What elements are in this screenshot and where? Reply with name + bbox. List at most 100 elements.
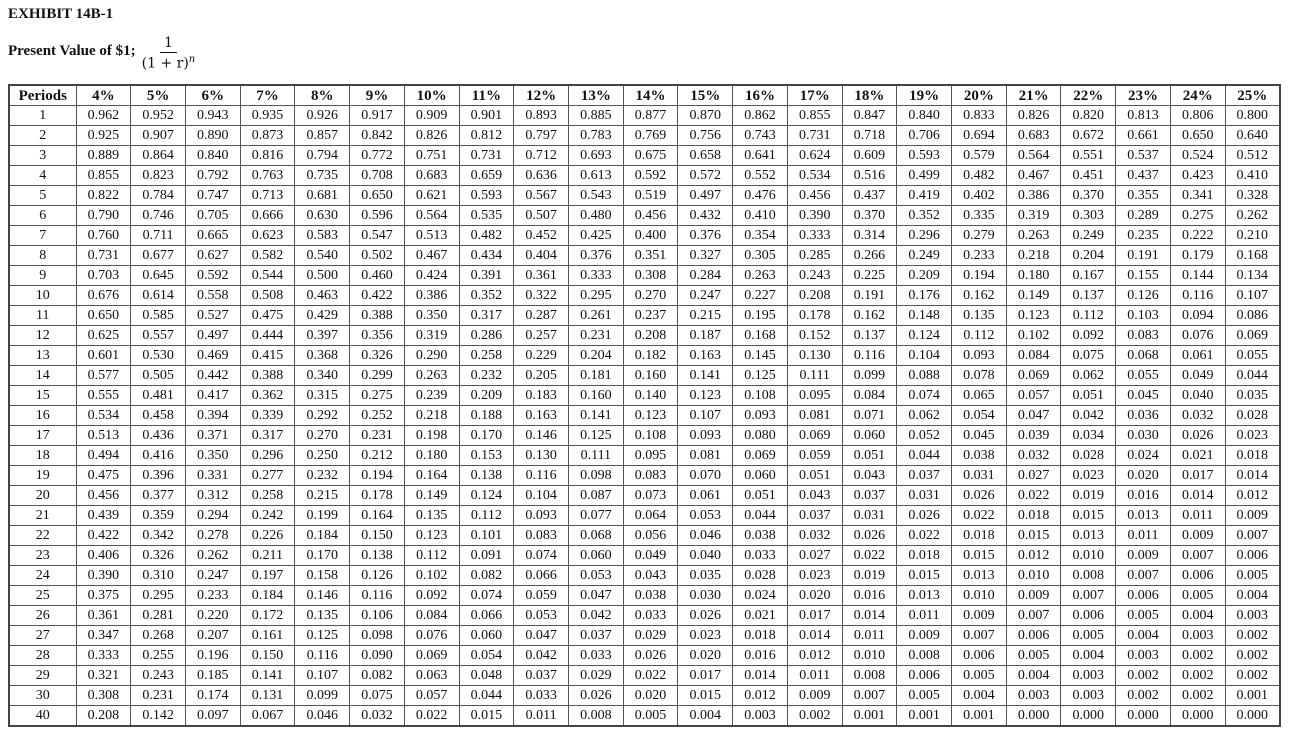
pv-factor-cell: 0.317 xyxy=(458,305,515,326)
pv-factor-cell: 0.210 xyxy=(1224,225,1281,246)
pv-factor-cell: 0.018 xyxy=(1224,445,1281,466)
pv-factor-cell: 0.005 xyxy=(951,665,1007,686)
pv-factor-cell: 0.107 xyxy=(294,665,351,686)
pv-factor-cell: 0.308 xyxy=(75,685,132,706)
pv-factor-cell: 0.713 xyxy=(239,185,296,206)
pv-factor-cell: 0.350 xyxy=(403,305,460,326)
pv-factor-cell: 0.191 xyxy=(841,285,898,306)
pv-factor-cell: 0.813 xyxy=(1115,105,1171,126)
pv-factor-cell: 0.275 xyxy=(349,385,405,406)
pv-factor-cell: 0.258 xyxy=(458,345,515,366)
pv-factor-cell: 0.756 xyxy=(677,125,734,146)
pv-factor-cell: 0.029 xyxy=(622,625,679,646)
pv-factor-cell: 0.188 xyxy=(458,405,515,426)
pv-factor-cell: 0.004 xyxy=(1005,665,1062,686)
pv-factor-cell: 0.683 xyxy=(403,165,460,186)
pv-factor-cell: 0.066 xyxy=(513,565,569,586)
pv-factor-cell: 0.295 xyxy=(567,285,624,306)
pv-factor-cell: 0.012 xyxy=(1224,485,1281,506)
pv-factor-cell: 0.026 xyxy=(841,525,898,546)
pv-factor-cell: 0.003 xyxy=(1060,685,1117,706)
pv-factor-cell: 0.106 xyxy=(349,605,405,626)
pv-factor-cell: 0.220 xyxy=(184,605,241,626)
pv-factor-cell: 0.326 xyxy=(130,545,186,566)
pv-factor-cell: 0.833 xyxy=(951,105,1007,126)
pv-factor-cell: 0.011 xyxy=(1169,505,1226,526)
pv-factor-cell: 0.007 xyxy=(841,685,898,706)
pv-factor-cell: 0.061 xyxy=(677,485,734,506)
pv-factor-cell: 0.049 xyxy=(1169,365,1226,386)
pv-factor-cell: 0.006 xyxy=(1169,565,1226,586)
pv-factor-cell: 0.019 xyxy=(841,565,898,586)
pv-factor-cell: 0.907 xyxy=(130,125,186,146)
pv-factor-cell: 0.051 xyxy=(786,465,843,486)
pv-factor-cell: 0.037 xyxy=(841,485,898,506)
pv-factor-cell: 0.319 xyxy=(1005,205,1062,226)
pv-factor-cell: 0.004 xyxy=(1224,585,1281,606)
pv-factor-cell: 0.909 xyxy=(403,105,460,126)
pv-factor-cell: 0.341 xyxy=(1169,185,1226,206)
pv-factor-cell: 0.007 xyxy=(1115,565,1171,586)
pv-factor-cell: 0.209 xyxy=(458,385,515,406)
pv-factor-cell: 0.080 xyxy=(732,425,788,446)
pv-factor-cell: 0.051 xyxy=(732,485,788,506)
period-cell: 20 xyxy=(8,485,77,506)
pv-factor-cell: 0.125 xyxy=(567,425,624,446)
header-rate: 24% xyxy=(1169,84,1226,106)
pv-factor-cell: 0.045 xyxy=(1115,385,1171,406)
pv-factor-cell: 0.023 xyxy=(1224,425,1281,446)
pv-factor-cell: 0.564 xyxy=(1005,145,1062,166)
pv-factor-cell: 0.009 xyxy=(1169,525,1226,546)
pv-factor-cell: 0.500 xyxy=(294,265,351,286)
pv-factor-cell: 0.544 xyxy=(239,265,296,286)
period-cell: 40 xyxy=(8,705,77,727)
pv-factor-cell: 0.840 xyxy=(896,105,952,126)
pv-factor-cell: 0.011 xyxy=(841,625,898,646)
pv-factor-cell: 0.469 xyxy=(184,345,241,366)
pv-factor-cell: 0.281 xyxy=(130,605,186,626)
pv-factor-cell: 0.857 xyxy=(294,125,351,146)
pv-factor-cell: 0.081 xyxy=(786,405,843,426)
pv-factor-cell: 0.093 xyxy=(513,505,569,526)
pv-factor-cell: 0.252 xyxy=(349,405,405,426)
pv-factor-cell: 0.694 xyxy=(951,125,1007,146)
pv-factor-cell: 0.107 xyxy=(1224,285,1281,306)
pv-factor-cell: 0.552 xyxy=(732,165,788,186)
pv-factor-cell: 0.718 xyxy=(841,125,898,146)
pv-factor-cell: 0.059 xyxy=(513,585,569,606)
pv-factor-cell: 0.131 xyxy=(239,685,296,706)
pv-factor-cell: 0.010 xyxy=(951,585,1007,606)
pv-factor-cell: 0.527 xyxy=(184,305,241,326)
pv-factor-cell: 0.116 xyxy=(513,465,569,486)
pv-factor-cell: 0.002 xyxy=(1169,665,1226,686)
table-row: 24 0.390 0.310 0.247 0.197 0.158 0.126 0.102 0.0… xyxy=(8,565,1281,586)
table-row: 13 0.601 0.530 0.469 0.415 0.368 0.326 0.290 0.2… xyxy=(8,345,1281,366)
pv-factor-cell: 0.516 xyxy=(841,165,898,186)
pv-factor-cell: 0.149 xyxy=(403,485,460,506)
pv-factor-cell: 0.370 xyxy=(841,205,898,226)
pv-factor-cell: 0.039 xyxy=(1005,425,1062,446)
pv-factor-cell: 0.242 xyxy=(239,505,296,526)
pv-factor-cell: 0.065 xyxy=(951,385,1007,406)
pv-factor-cell: 0.263 xyxy=(1005,225,1062,246)
pv-factor-cell: 0.040 xyxy=(1169,385,1226,406)
pv-factor-cell: 0.134 xyxy=(1224,265,1281,286)
pv-factor-cell: 0.069 xyxy=(786,425,843,446)
pv-factor-cell: 0.706 xyxy=(896,125,952,146)
pv-factor-cell: 0.212 xyxy=(349,445,405,466)
pv-factor-cell: 0.195 xyxy=(732,305,788,326)
table-row: 26 0.361 0.281 0.220 0.172 0.135 0.106 0.084 0.0… xyxy=(8,605,1281,626)
pv-factor-cell: 0.052 xyxy=(896,425,952,446)
pv-factor-cell: 0.162 xyxy=(841,305,898,326)
table-row: 10 0.676 0.614 0.558 0.508 0.463 0.422 0.386 0.3… xyxy=(8,285,1281,306)
pv-factor-cell: 0.840 xyxy=(184,145,241,166)
pv-factor-cell: 0.047 xyxy=(1005,405,1062,426)
pv-factor-cell: 0.003 xyxy=(1060,665,1117,686)
pv-factor-cell: 0.038 xyxy=(732,525,788,546)
pv-factor-cell: 0.112 xyxy=(951,325,1007,346)
pv-factor-cell: 0.352 xyxy=(896,205,952,226)
pv-factor-cell: 0.097 xyxy=(184,705,241,727)
pv-factor-cell: 0.370 xyxy=(1060,185,1117,206)
period-cell: 22 xyxy=(8,525,77,546)
pv-factor-cell: 0.579 xyxy=(951,145,1007,166)
